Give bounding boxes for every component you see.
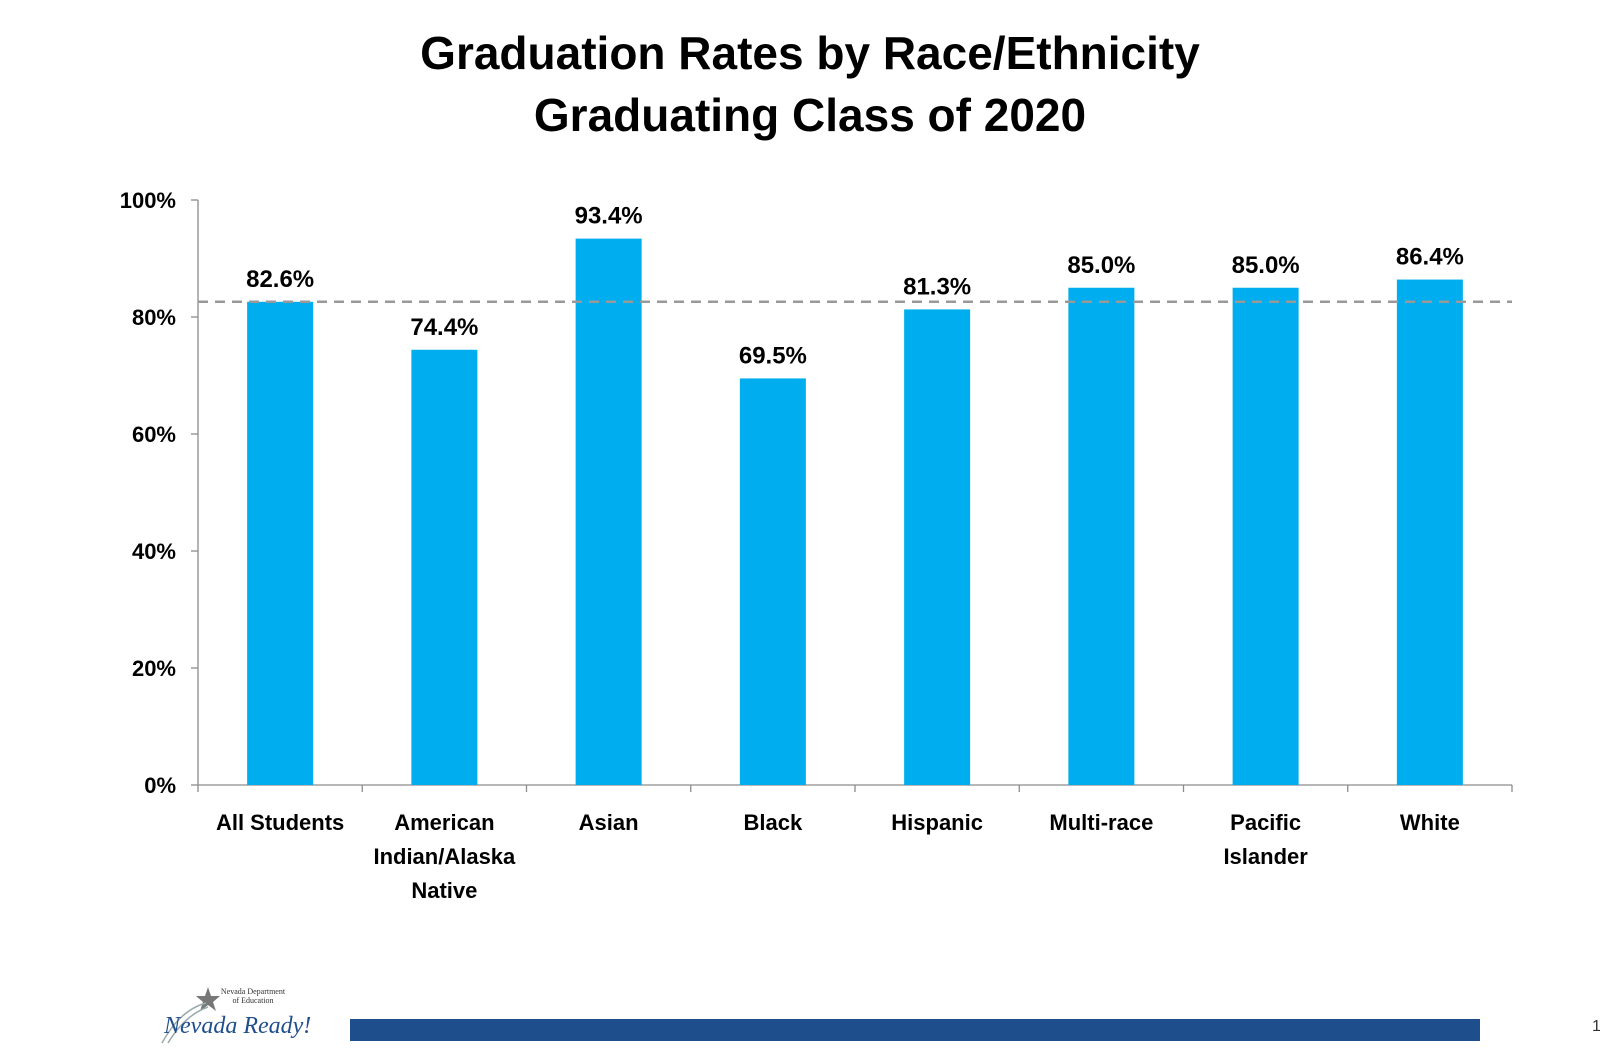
y-tick-label: 40% [132,539,176,564]
bar [739,378,806,785]
bar-chart: 0% 20% 40% 60% 80% 100% 82.6% All Students 74.4%… [120,188,1513,903]
category-label: Hispanic [891,810,983,835]
category-label: Pacific Islander [1223,810,1308,869]
data-label: 86.4% [1396,244,1464,271]
data-label: 74.4% [410,314,478,341]
data-label: 82.6% [246,266,314,293]
bar [411,349,478,785]
star-swoosh-icon [161,987,220,1044]
category-label: Asian [579,810,639,835]
category-label-line: Indian/Alaska [373,844,516,869]
logo-script-text: Nevada Ready! [164,1013,312,1039]
page-number: 1 [1592,1018,1600,1035]
data-label: 85.0% [1232,252,1300,279]
data-label: 85.0% [1067,252,1135,279]
category-label-line: American [394,810,494,835]
category-label-line: All Students [216,810,344,835]
category-label-line: Asian [579,810,639,835]
chart-title: Graduation Rates by Race/Ethnicity Gradu… [0,22,1600,146]
y-tick-label: 100% [120,188,176,213]
bar [247,301,314,785]
category-label-line: Pacific [1230,810,1301,835]
category-label-line: Islander [1223,844,1308,869]
bar [575,238,642,786]
category-label: Multi-race [1049,810,1153,835]
data-label: 81.3% [903,273,971,300]
category-label: White [1400,810,1460,835]
data-label: 93.4% [575,203,643,230]
category-label: Black [744,810,803,835]
y-tick-label: 60% [132,422,176,447]
category-label-line: Hispanic [891,810,983,835]
category-label: All Students [216,810,344,835]
category-label-line: White [1400,810,1460,835]
bar [1068,287,1135,785]
category-label-line: Black [744,810,803,835]
logo-org-name: Nevada Department of Education [220,987,286,1005]
footer-bar [350,1019,1480,1041]
bar [904,309,971,785]
bar [1396,279,1463,785]
title-line-2: Graduating Class of 2020 [533,89,1087,141]
y-tick-label: 80% [132,305,176,330]
nevada-ready-logo: Nevada Department of Education Nevada Re… [160,985,335,1050]
category-label-line: Native [411,878,477,903]
category-label-line: Multi-race [1049,810,1153,835]
y-tick-label: 20% [132,656,176,681]
y-tick-label: 0% [144,773,176,798]
data-label: 69.5% [739,342,807,369]
bar [1232,287,1299,785]
category-label: American Indian/Alaska Native [373,810,516,903]
title-line-1: Graduation Rates by Race/Ethnicity [420,27,1200,79]
